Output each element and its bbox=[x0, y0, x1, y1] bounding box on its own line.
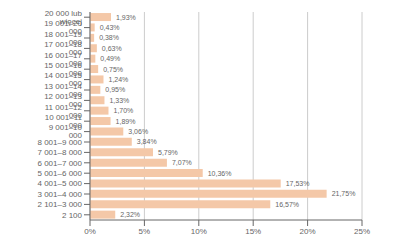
svg-text:10,36%: 10,36% bbox=[208, 170, 232, 177]
svg-text:2 100: 2 100 bbox=[62, 211, 83, 220]
html-text:000: 000 bbox=[68, 69, 82, 78]
svg-text:21,75%: 21,75% bbox=[332, 190, 356, 197]
html-text:14 001–15: 14 001–15 bbox=[44, 71, 82, 81]
svg-text:7 001–8 000: 7 001–8 000 bbox=[38, 148, 83, 157]
svg-text:5%: 5% bbox=[139, 227, 151, 236]
html-text:000: 000 bbox=[68, 79, 82, 89]
svg-text:0,75%: 0,75% bbox=[103, 66, 123, 73]
svg-text:5,79%: 5,79% bbox=[158, 149, 178, 156]
svg-text:10%: 10% bbox=[191, 227, 207, 236]
html-text:20 000 lub: 20 000 lub bbox=[44, 9, 82, 18]
html-text:10 001–11: 10 001–11 bbox=[44, 113, 82, 122]
svg-text:7,07%: 7,07% bbox=[172, 159, 192, 166]
html-text:15 001–16: 15 001–16 bbox=[44, 61, 82, 70]
svg-text:3 001–4 000: 3 001–4 000 bbox=[38, 190, 83, 199]
html-text:000: 000 bbox=[68, 110, 82, 120]
svg-text:4 001–5 000: 4 001–5 000 bbox=[38, 179, 83, 188]
html-text:17 001–18: 17 001–18 bbox=[44, 40, 82, 50]
svg-text:0,38%: 0,38% bbox=[99, 34, 119, 41]
svg-text:0,43%: 0,43% bbox=[100, 24, 120, 31]
html-text:12 001–13: 12 001–13 bbox=[44, 92, 82, 102]
svg-text:16,57%: 16,57% bbox=[275, 201, 299, 208]
svg-text:3,84%: 3,84% bbox=[137, 138, 157, 145]
html-text:19 001–20: 19 001–20 bbox=[44, 19, 82, 29]
html-text:000: 000 bbox=[68, 58, 82, 68]
svg-text:20%: 20% bbox=[300, 227, 316, 236]
html-text:000: 000 bbox=[68, 89, 82, 99]
svg-text:0,63%: 0,63% bbox=[102, 45, 122, 52]
svg-text:1,24%: 1,24% bbox=[108, 76, 128, 83]
svg-text:8 001–9 000: 8 001–9 000 bbox=[38, 138, 83, 147]
svg-text:15%: 15% bbox=[245, 227, 261, 236]
svg-text:2 101–3 000: 2 101–3 000 bbox=[38, 200, 83, 209]
svg-text:1,93%: 1,93% bbox=[116, 14, 136, 21]
svg-text:25%: 25% bbox=[354, 227, 370, 236]
svg-text:6 001–7 000: 6 001–7 000 bbox=[38, 159, 83, 168]
html-text:000: 000 bbox=[68, 37, 82, 47]
html-text:000: 000 bbox=[68, 121, 82, 130]
html-text:więcej: więcej bbox=[59, 17, 82, 26]
html-text:18 001–19: 18 001–19 bbox=[44, 29, 82, 39]
svg-text:1,70%: 1,70% bbox=[113, 107, 133, 114]
svg-text:0,95%: 0,95% bbox=[105, 86, 125, 93]
html-text:13 001–14: 13 001–14 bbox=[44, 81, 82, 91]
svg-text:5 001–6 000: 5 001–6 000 bbox=[38, 169, 83, 178]
html-text:11 001–12: 11 001–12 bbox=[44, 102, 82, 112]
svg-text:0,49%: 0,49% bbox=[100, 55, 120, 62]
svg-text:2,32%: 2,32% bbox=[120, 211, 140, 218]
html-text:000: 000 bbox=[68, 100, 82, 110]
html-text:000: 000 bbox=[68, 131, 82, 141]
svg-text:1,33%: 1,33% bbox=[109, 97, 129, 104]
svg-text:17,53%: 17,53% bbox=[286, 180, 310, 187]
html-text:000: 000 bbox=[68, 48, 82, 58]
html-text:16 001–17: 16 001–17 bbox=[44, 50, 82, 60]
svg-text:1,89%: 1,89% bbox=[116, 118, 136, 125]
html-text:9 001–10: 9 001–10 bbox=[48, 123, 82, 133]
html-text:000: 000 bbox=[68, 27, 82, 37]
svg-text:3,06%: 3,06% bbox=[128, 128, 148, 135]
svg-text:0%: 0% bbox=[84, 227, 96, 236]
